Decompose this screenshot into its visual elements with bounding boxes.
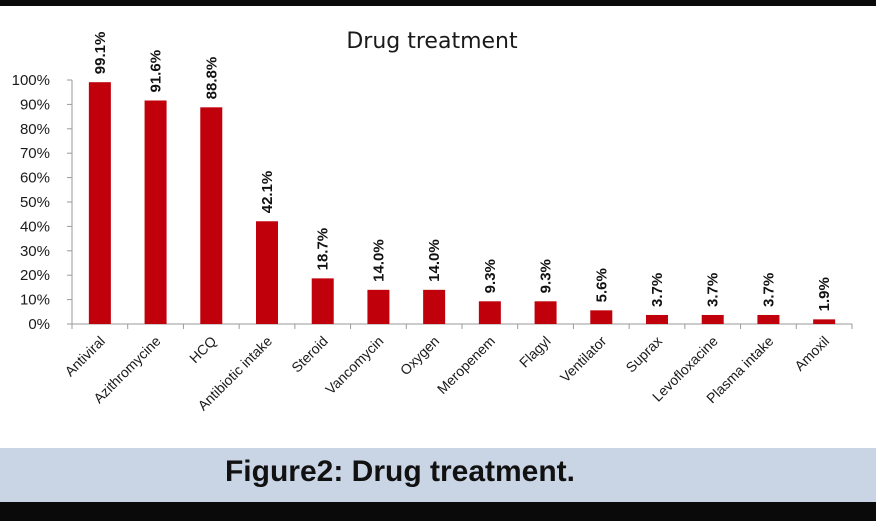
data-label: 14.0% [370,239,387,282]
bar [311,278,334,324]
data-label: 91.6% [148,50,165,93]
x-tick-label: HCQ [186,333,219,366]
figure-caption: Figure2: Drug treatment. [224,455,576,488]
y-tick-label: 100% [12,72,50,89]
bar [534,301,557,324]
y-tick-label: 50% [20,194,50,211]
x-tick-label: Ventilator [557,333,610,386]
data-label: 9.3% [538,259,555,293]
x-tick-label: Suprax [622,333,665,376]
data-label: 88.8% [203,57,220,100]
x-tick-label: Flagyl [516,333,554,371]
data-label: 14.0% [426,239,443,282]
x-tick-label: Vancomycin [322,333,387,398]
bar [256,221,278,324]
y-tick-label: 70% [20,145,50,162]
bar [757,314,780,324]
x-tick-label: Steroid [288,333,331,376]
bar [423,289,446,324]
x-tick-label: Oxygen [397,333,442,378]
y-tick-label: 60% [20,170,50,187]
y-tick-label: 80% [20,121,50,138]
chart-axes: 0% 10% 20% 30% 40% 50% 60% 70% 80% 90% 100% [12,72,853,333]
bar [701,314,724,324]
data-label: 3.7% [760,273,777,307]
y-tick-label: 30% [20,243,50,260]
data-label: 5.6% [593,268,610,302]
bar-group [88,82,836,324]
y-tick-label: 90% [20,96,50,113]
data-label: 42.1% [259,171,276,214]
y-tick-label: 40% [20,218,50,235]
y-tick-label: 0% [28,316,50,333]
data-label-group: 99.1% 91.6% 88.8% 42.1% 18.7% 14.0% 14.0% 9.3% 9… [92,32,833,312]
data-label: 3.7% [649,273,666,307]
data-label: 9.3% [482,259,499,293]
data-label: 99.1% [92,32,109,75]
bar [478,301,501,324]
x-tick-label: Amoxil [791,333,832,374]
x-tick-label: Meropenem [434,333,498,397]
x-tick-label: Antiviral [61,333,108,380]
bar-chart: Drug treatment 0% 10% 20% 30% 40% 50% 60% 70% 80… [12,29,853,414]
bar [200,107,223,324]
chart-panel: Drug treatment 0% 10% 20% 30% 40% 50% 60% 70% 80… [0,6,876,448]
bar [813,319,836,324]
bar [144,100,167,324]
bar [88,82,111,324]
bar [367,289,390,324]
data-label: 3.7% [705,273,722,307]
caption-band [0,448,876,502]
data-label: 1.9% [816,277,833,311]
y-tick-label: 20% [20,267,50,284]
bar [646,314,668,324]
chart-title: Drug treatment [346,29,518,54]
data-label: 18.7% [315,228,332,271]
bar [590,310,613,324]
y-tick-label: 10% [20,292,50,309]
